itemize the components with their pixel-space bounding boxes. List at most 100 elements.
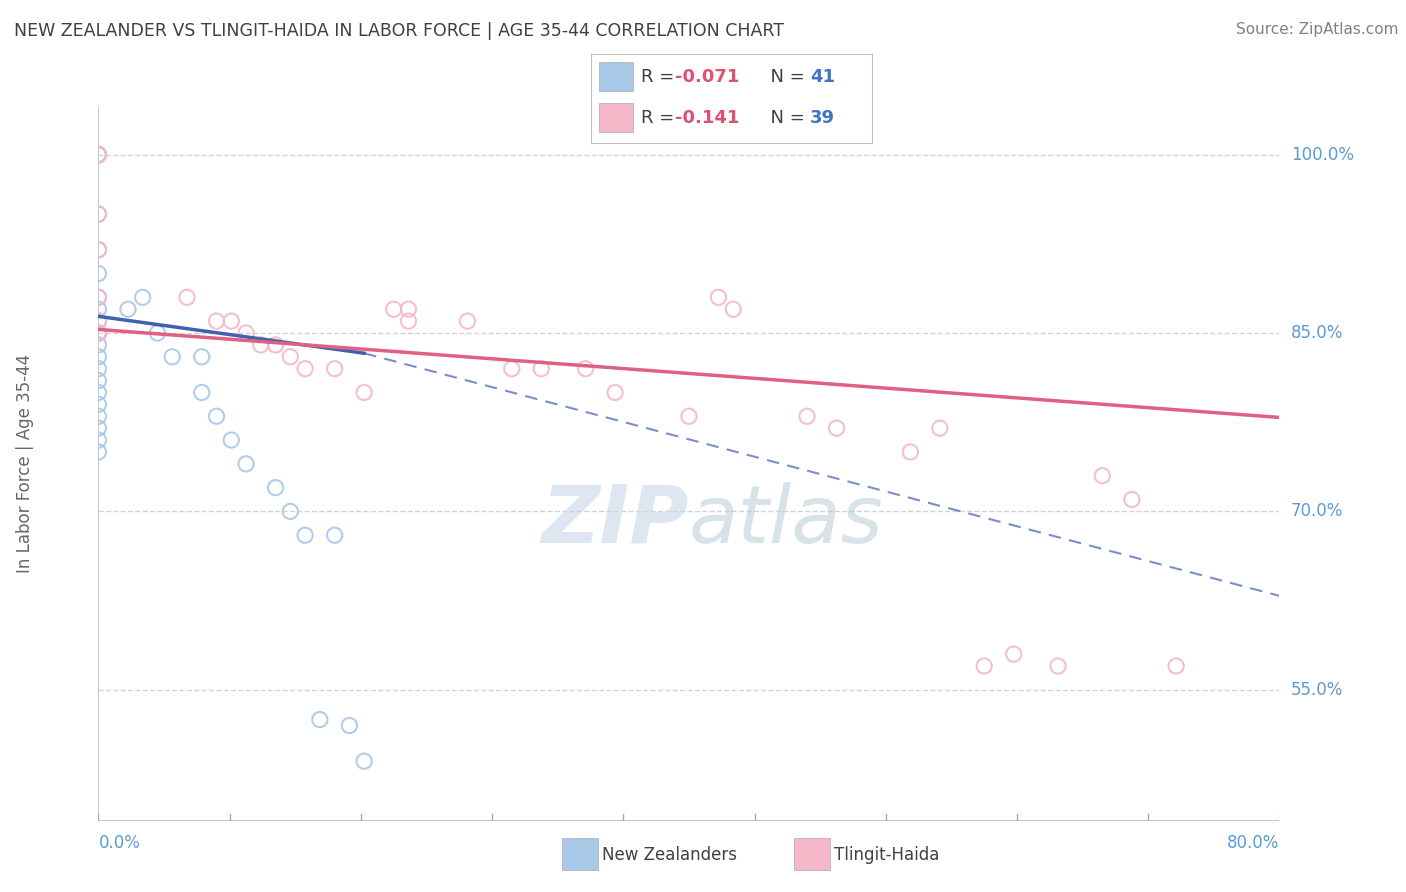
Point bbox=[87, 350, 110, 364]
Point bbox=[337, 718, 360, 732]
Text: R =: R = bbox=[641, 68, 681, 86]
Point bbox=[87, 147, 110, 161]
Point bbox=[191, 350, 214, 364]
Point bbox=[176, 290, 198, 304]
Text: New Zealanders: New Zealanders bbox=[602, 846, 737, 863]
Point bbox=[87, 302, 110, 317]
Point bbox=[87, 314, 110, 328]
Text: NEW ZEALANDER VS TLINGIT-HAIDA IN LABOR FORCE | AGE 35-44 CORRELATION CHART: NEW ZEALANDER VS TLINGIT-HAIDA IN LABOR … bbox=[14, 22, 785, 40]
Point bbox=[1091, 468, 1114, 483]
Point bbox=[87, 147, 110, 161]
Point bbox=[235, 457, 257, 471]
Point bbox=[87, 147, 110, 161]
Point bbox=[278, 350, 302, 364]
Point bbox=[264, 338, 287, 352]
Point bbox=[294, 361, 316, 376]
Point bbox=[87, 421, 110, 435]
Point bbox=[928, 421, 950, 435]
Text: 80.0%: 80.0% bbox=[1227, 834, 1279, 852]
Point bbox=[87, 409, 110, 424]
Point bbox=[87, 326, 110, 340]
Point bbox=[294, 528, 316, 542]
Text: 0.0%: 0.0% bbox=[98, 834, 141, 852]
Point bbox=[87, 290, 110, 304]
Point bbox=[87, 374, 110, 388]
Text: 70.0%: 70.0% bbox=[1291, 502, 1343, 520]
Point bbox=[87, 267, 110, 281]
Text: 41: 41 bbox=[810, 68, 835, 86]
Point bbox=[707, 290, 730, 304]
Point bbox=[825, 421, 848, 435]
Point bbox=[87, 385, 110, 400]
Point bbox=[323, 528, 346, 542]
Point bbox=[87, 147, 110, 161]
Point bbox=[382, 302, 405, 317]
Point bbox=[1121, 492, 1143, 507]
Text: 100.0%: 100.0% bbox=[1291, 145, 1354, 163]
Point bbox=[87, 147, 110, 161]
Point bbox=[323, 361, 346, 376]
Point bbox=[87, 207, 110, 221]
Point bbox=[205, 314, 228, 328]
Point bbox=[87, 326, 110, 340]
Point bbox=[219, 314, 242, 328]
Point bbox=[117, 302, 139, 317]
Point bbox=[87, 397, 110, 411]
Point bbox=[396, 302, 419, 317]
Point bbox=[396, 314, 419, 328]
Text: N =: N = bbox=[759, 68, 811, 86]
Point bbox=[235, 326, 257, 340]
Text: N =: N = bbox=[759, 109, 811, 127]
Point bbox=[1046, 659, 1069, 673]
Point bbox=[973, 659, 995, 673]
Bar bbox=[599, 62, 633, 91]
Point bbox=[146, 326, 169, 340]
Point bbox=[87, 147, 110, 161]
Point bbox=[353, 754, 375, 768]
Point bbox=[530, 361, 553, 376]
Point bbox=[309, 713, 332, 727]
Point bbox=[264, 481, 287, 495]
Text: 85.0%: 85.0% bbox=[1291, 324, 1343, 342]
Point bbox=[191, 385, 214, 400]
Point bbox=[1164, 659, 1187, 673]
Point bbox=[353, 385, 375, 400]
Text: 39: 39 bbox=[810, 109, 835, 127]
Text: Tlingit-Haida: Tlingit-Haida bbox=[834, 846, 939, 863]
Point bbox=[87, 326, 110, 340]
Text: R =: R = bbox=[641, 109, 681, 127]
Text: Source: ZipAtlas.com: Source: ZipAtlas.com bbox=[1236, 22, 1399, 37]
Point bbox=[574, 361, 596, 376]
Point bbox=[87, 433, 110, 447]
Point bbox=[87, 361, 110, 376]
Point bbox=[162, 350, 183, 364]
Text: -0.071: -0.071 bbox=[675, 68, 740, 86]
Point bbox=[87, 326, 110, 340]
Point bbox=[205, 409, 228, 424]
Point bbox=[900, 445, 922, 459]
Text: In Labor Force | Age 35-44: In Labor Force | Age 35-44 bbox=[17, 354, 34, 574]
Point bbox=[87, 147, 110, 161]
Text: 55.0%: 55.0% bbox=[1291, 681, 1343, 698]
Point bbox=[87, 290, 110, 304]
Point bbox=[87, 326, 110, 340]
Text: atlas: atlas bbox=[689, 482, 884, 560]
Point bbox=[501, 361, 523, 376]
Point bbox=[605, 385, 627, 400]
Point bbox=[87, 445, 110, 459]
Point bbox=[87, 207, 110, 221]
Bar bbox=[599, 103, 633, 132]
Point bbox=[678, 409, 700, 424]
Point bbox=[278, 504, 302, 518]
Point bbox=[1002, 647, 1025, 661]
Point bbox=[87, 243, 110, 257]
Point bbox=[250, 338, 273, 352]
Point bbox=[87, 338, 110, 352]
Point bbox=[219, 433, 242, 447]
Point bbox=[796, 409, 818, 424]
Point bbox=[87, 326, 110, 340]
Point bbox=[87, 314, 110, 328]
Text: ZIP: ZIP bbox=[541, 482, 689, 560]
Point bbox=[456, 314, 478, 328]
Text: -0.141: -0.141 bbox=[675, 109, 740, 127]
